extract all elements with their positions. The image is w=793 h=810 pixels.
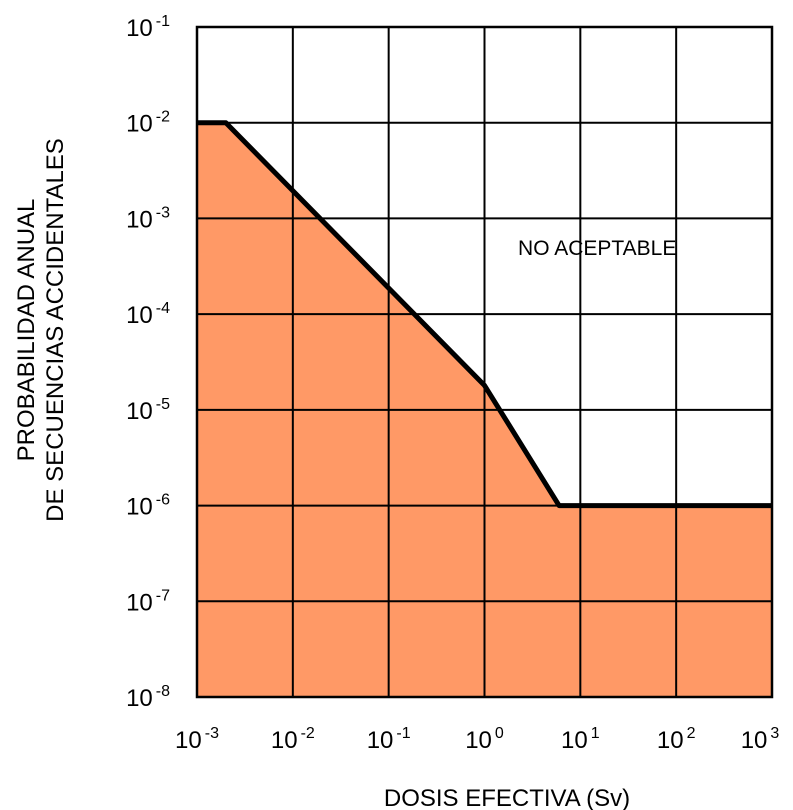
y-tick-labels: 10-1 10-2 10-3 10-4 10-5 10-6 10-7 10-8 bbox=[126, 13, 170, 712]
y-tick-label: 10 -5 bbox=[126, 396, 170, 425]
y-tick-label: 10 -6 bbox=[126, 492, 170, 521]
x-tick-label: 10 -1 bbox=[367, 725, 411, 754]
plot-frame bbox=[195, 25, 774, 699]
limit-curve bbox=[197, 120, 772, 509]
annotation-label: NO ACEPTABLE bbox=[518, 237, 676, 260]
y-axis-label-line2: DE SECUENCIAS ACCIDENTALES bbox=[42, 138, 69, 522]
y-axis-label: PROBABILIDAD ANUAL bbox=[13, 199, 40, 462]
x-tick-label: 10 2 bbox=[657, 725, 696, 754]
x-tick-label: 10 1 bbox=[561, 725, 600, 754]
y-tick-label: 10 -7 bbox=[126, 587, 170, 616]
x-tick-label: 10 0 bbox=[465, 725, 504, 754]
y-tick-label: 10 -3 bbox=[126, 204, 170, 233]
y-tick-label: 10 -2 bbox=[126, 109, 170, 138]
y-tick-label: 10 -4 bbox=[126, 300, 170, 329]
x-tick-label: 10 -3 bbox=[175, 725, 219, 754]
y-tick-label: 10 -1 bbox=[126, 13, 170, 42]
x-tick-label: 10 -2 bbox=[271, 725, 315, 754]
x-tick-labels: 10 -3 10 -2 10 -1 10 0 10 1 10 2 10 3 bbox=[175, 725, 779, 754]
grid bbox=[196, 26, 773, 698]
limit-curve-line bbox=[197, 120, 772, 509]
annotations: NO ACEPTABLE bbox=[518, 237, 676, 260]
y-tick-label: 10 -8 bbox=[126, 683, 170, 712]
x-axis-label: DOSIS EFECTIVA (Sv) bbox=[384, 785, 630, 810]
x-tick-label: 10 3 bbox=[741, 725, 780, 754]
